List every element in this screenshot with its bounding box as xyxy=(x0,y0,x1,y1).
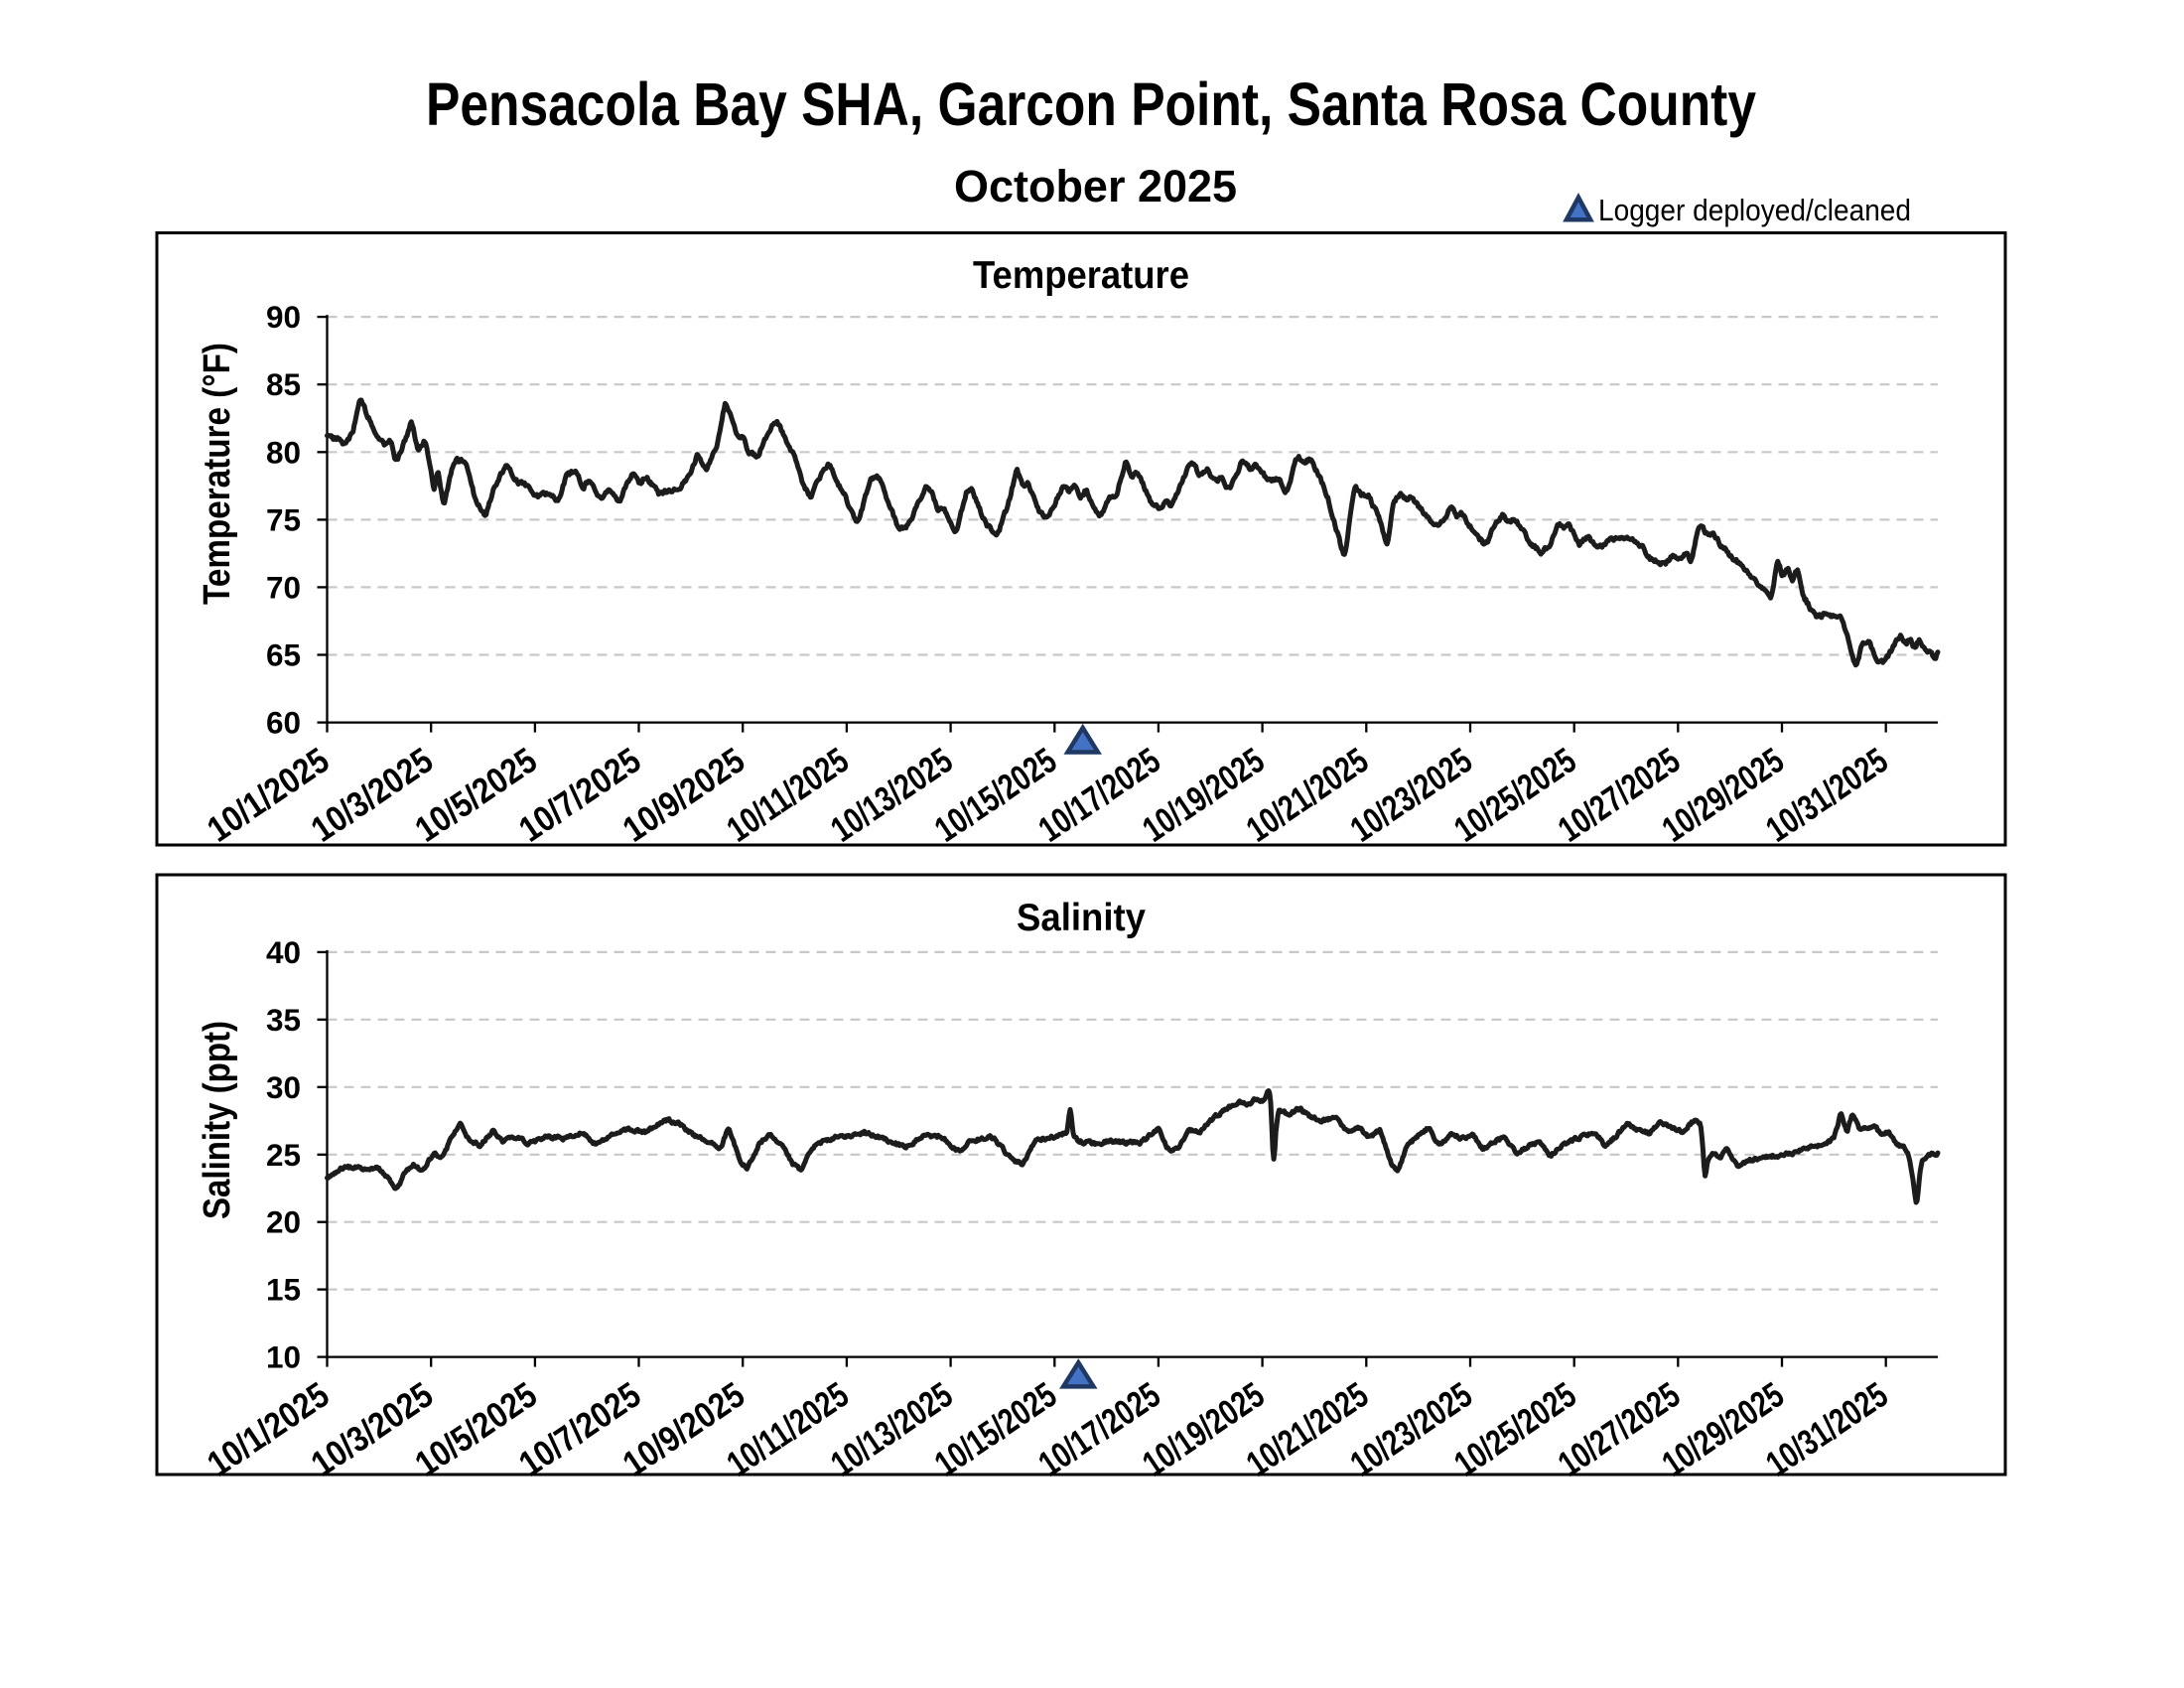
svg-text:15: 15 xyxy=(266,1272,301,1308)
svg-text:Temperature (°F): Temperature (°F) xyxy=(197,343,238,605)
svg-text:Logger deployed/cleaned: Logger deployed/cleaned xyxy=(1598,193,1911,227)
svg-text:Salinity: Salinity xyxy=(1017,897,1146,939)
svg-text:40: 40 xyxy=(266,934,301,970)
svg-text:75: 75 xyxy=(266,501,301,537)
svg-text:85: 85 xyxy=(266,366,301,402)
svg-text:80: 80 xyxy=(266,434,301,470)
svg-text:October 2025: October 2025 xyxy=(954,161,1237,211)
svg-text:90: 90 xyxy=(266,299,301,335)
svg-text:Salinity (ppt): Salinity (ppt) xyxy=(197,1021,238,1219)
svg-text:Temperature: Temperature xyxy=(973,254,1189,297)
svg-text:60: 60 xyxy=(266,705,301,741)
svg-text:70: 70 xyxy=(266,569,301,605)
svg-text:20: 20 xyxy=(266,1204,301,1240)
svg-text:65: 65 xyxy=(266,637,301,673)
svg-text:30: 30 xyxy=(266,1069,301,1105)
svg-text:25: 25 xyxy=(266,1137,301,1173)
svg-text:10: 10 xyxy=(266,1339,301,1375)
svg-text:35: 35 xyxy=(266,1002,301,1038)
svg-text:Pensacola Bay SHA, Garcon Poin: Pensacola Bay SHA, Garcon Point, Santa R… xyxy=(426,70,1756,138)
